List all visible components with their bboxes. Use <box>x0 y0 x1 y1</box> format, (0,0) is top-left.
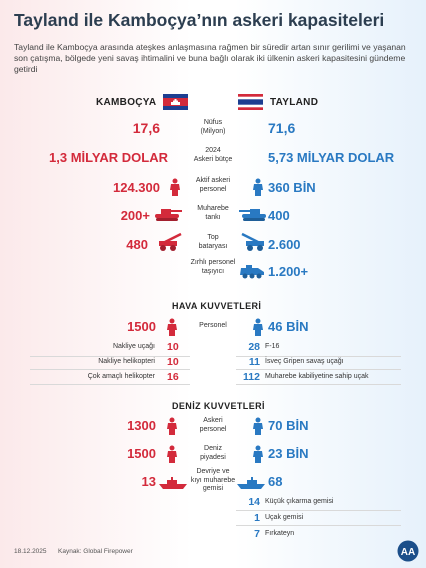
air-section-title: HAVA KUVVETLERİ <box>172 301 262 311</box>
piyade-label: Deniz piyadesi <box>200 445 226 461</box>
air-right-item-label: İsveç Gripen savaş uçağı <box>265 358 344 365</box>
air-right-item-label: F-16 <box>265 343 280 350</box>
tank-icon <box>239 209 266 221</box>
nufus-label: Nüfus (Milyon) <box>200 119 226 135</box>
soldier-icon <box>167 417 177 435</box>
air-left-item-value: 10 <box>167 341 179 353</box>
artillery-icon <box>241 232 264 251</box>
gemi-left-value: 13 <box>141 474 156 489</box>
nufus-left-value: 17,6 <box>132 120 160 136</box>
row-divider <box>236 384 401 385</box>
top-right-value: 2.600 <box>268 237 301 252</box>
navy-right-item-label: Fırkateyn <box>265 530 295 537</box>
marine-icon <box>167 445 177 463</box>
navy-personel-left-value: 1300 <box>127 418 156 433</box>
row-divider <box>236 525 401 526</box>
artillery-icon <box>159 232 182 251</box>
marine-icon <box>253 445 263 463</box>
ship-icon <box>159 477 187 489</box>
country-cambodia: KAMBOÇYA <box>96 97 157 108</box>
cambodia-flag-icon <box>163 94 188 110</box>
navy-right-item-value: 1 <box>254 512 260 524</box>
soldier-icon <box>170 178 180 196</box>
page-title: Tayland ile Kamboçya’nın askeri kapasite… <box>14 10 385 30</box>
air-personel-label: Personel <box>199 322 227 329</box>
piyade-right-value: 23 BİN <box>268 446 309 461</box>
air-right-item-label: Muharebe kabiliyetine sahip uçak <box>265 373 369 380</box>
air-right-item-value: 112 <box>243 371 260 383</box>
air-left-item-label: Çok amaçlı helikopter <box>87 373 155 380</box>
zirhli-label: Zırhlı personel taşıyıcı <box>190 259 236 275</box>
soldier-icon <box>253 178 263 196</box>
page-subtitle: Tayland ile Kamboçya arasında ateşkes an… <box>14 42 406 74</box>
footer-date: 18.12.2025 <box>14 548 47 555</box>
air-right-item-value: 11 <box>248 356 260 368</box>
footer-source: Kaynak: Global Firepower <box>58 548 133 555</box>
tank-label: Muharebe tankı <box>197 205 229 221</box>
air-left-item-value: 16 <box>167 371 179 383</box>
air-left-item-label: Nakliye helikopteri <box>98 358 155 365</box>
air-right-item-value: 28 <box>248 341 260 353</box>
tank-left-value: 200+ <box>120 208 150 223</box>
air-left-item-value: 10 <box>167 356 179 368</box>
navy-right-item-value: 14 <box>248 496 260 508</box>
air-left-item-label: Nakliye uçağı <box>112 343 155 350</box>
row-divider <box>30 369 190 370</box>
row-divider <box>236 510 401 511</box>
air-personel-left-value: 1500 <box>127 319 156 334</box>
navy-right-item-value: 7 <box>254 528 260 540</box>
row-divider <box>236 356 401 357</box>
country-thailand: TAYLAND <box>270 97 319 108</box>
soldier-icon <box>253 417 263 435</box>
tank-right-value: 400 <box>268 208 290 223</box>
navy-right-item-label: Küçük çıkarma gemisi <box>265 498 334 505</box>
top-left-value: 480 <box>126 237 148 252</box>
butce-left-value: 1,3 MİLYAR DOLAR <box>49 150 168 165</box>
row-divider <box>236 369 401 370</box>
navy-section-title: DENİZ KUVVETLERİ <box>172 401 265 411</box>
personel-label: Aktif askeri personel <box>195 177 231 193</box>
navy-personel-label: Askeri personel <box>199 417 227 433</box>
aa-logo-icon: AA <box>397 540 419 562</box>
personel-right-value: 360 BİN <box>268 180 316 195</box>
top-label: Top bataryası <box>198 234 228 250</box>
nufus-right-value: 71,6 <box>268 120 296 136</box>
butce-label: 2024 Askeri bütçe <box>193 147 233 163</box>
ship-icon <box>237 477 265 489</box>
navy-right-item-label: Uçak gemisi <box>265 514 304 521</box>
apc-icon <box>240 265 264 279</box>
row-divider <box>30 356 190 357</box>
svg-text:AA: AA <box>401 547 415 558</box>
zirhli-right-value: 1.200+ <box>268 264 309 279</box>
gemi-right-value: 68 <box>268 474 283 489</box>
air-personel-right-value: 46 BİN <box>268 319 309 334</box>
navy-personel-right-value: 70 BİN <box>268 418 309 433</box>
personel-left-value: 124.300 <box>113 180 160 195</box>
gemi-label: Devriye ve kıyı muharebe gemisi <box>190 468 236 492</box>
thailand-flag-icon <box>238 94 263 110</box>
butce-right-value: 5,73 MİLYAR DOLAR <box>268 150 395 165</box>
soldier-icon <box>253 318 263 336</box>
row-divider <box>30 384 190 385</box>
piyade-left-value: 1500 <box>127 446 156 461</box>
soldier-icon <box>167 318 177 336</box>
tank-icon <box>155 209 182 221</box>
